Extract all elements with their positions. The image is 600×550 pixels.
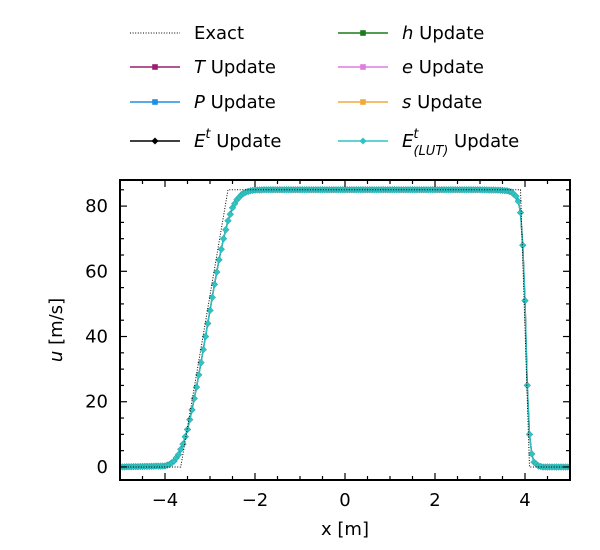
point-etlut-update xyxy=(528,450,536,458)
legend-label-text: P xyxy=(194,92,205,113)
point-etlut-update xyxy=(226,210,234,218)
point-etlut-update xyxy=(197,359,205,367)
point-etlut-update xyxy=(512,192,520,200)
y-tick-label: 80 xyxy=(85,196,108,217)
y-axis-label-variable: u xyxy=(46,351,67,362)
point-etlut-update xyxy=(213,268,221,276)
point-etlut-update xyxy=(181,433,189,441)
x-axis-label: x [m] xyxy=(321,519,369,540)
legend-item-exact: Exact xyxy=(130,23,244,44)
point-etlut-update xyxy=(222,226,230,234)
point-etlut-update xyxy=(521,297,529,305)
point-etlut-update xyxy=(199,346,207,354)
legend-label: Et (LUT) Update xyxy=(402,127,519,159)
y-axis-label-unit: [m/s] xyxy=(46,298,67,351)
legend-marker xyxy=(151,137,159,145)
point-etlut-update xyxy=(193,383,200,391)
point-etlut-update xyxy=(177,445,185,453)
legend-label: Exact xyxy=(194,23,244,44)
series-line-exact xyxy=(120,189,570,468)
legend-marker xyxy=(360,64,366,70)
legend-item-etlut-update: Et (LUT) Update xyxy=(338,127,519,159)
legend-label: s Update xyxy=(402,92,482,113)
point-etlut-update xyxy=(517,209,524,217)
legend-item-s-update: s Update xyxy=(338,92,482,113)
legend-label-text: s xyxy=(402,92,411,113)
series-line-et-update xyxy=(120,189,570,468)
y-axis-label: u [m/s] xyxy=(46,298,67,362)
series-line-etlut-update xyxy=(120,189,570,468)
point-etlut-update xyxy=(224,217,232,225)
point-etlut-update xyxy=(526,430,533,438)
legend-item-p-update: P Update xyxy=(130,92,276,113)
legend-label-text: e xyxy=(402,57,413,78)
point-etlut-update xyxy=(514,197,522,205)
legend-label-text: E xyxy=(194,131,206,152)
point-etlut-update xyxy=(186,416,194,424)
legend-label-text: Update xyxy=(205,57,276,78)
legend-label-text: E xyxy=(402,131,414,152)
legend-marker xyxy=(360,30,366,36)
point-etlut-update xyxy=(206,306,214,314)
legend-label-text: Update xyxy=(210,131,281,152)
x-tick-label: −2 xyxy=(242,490,269,511)
series-group xyxy=(120,186,570,471)
point-etlut-update xyxy=(190,394,198,402)
point-etlut-update xyxy=(220,235,227,243)
y-tick-label: 20 xyxy=(85,392,108,413)
legend-marker xyxy=(360,99,366,105)
legend-label-text: T xyxy=(194,57,207,78)
legend-marker xyxy=(152,99,158,105)
point-etlut-update xyxy=(217,245,225,253)
legend-marker xyxy=(152,64,158,70)
legend-label-text: Update xyxy=(411,92,482,113)
legend-item-et-update: Et Update xyxy=(130,127,281,152)
legend-label-text: Update xyxy=(448,131,519,152)
y-tick-label: 40 xyxy=(85,327,108,348)
y-tick-label: 60 xyxy=(85,261,108,282)
legend-label-text: h xyxy=(402,23,413,44)
legend-marker xyxy=(359,137,367,145)
y-tick-label: 0 xyxy=(97,457,108,478)
legend-item-t-update: T Update xyxy=(130,57,276,78)
legend-label-sup: t xyxy=(205,127,211,142)
x-tick-label: 0 xyxy=(339,490,350,511)
point-etlut-update xyxy=(211,280,218,288)
point-etlut-update xyxy=(208,293,216,301)
legend-label-text: Update xyxy=(205,92,276,113)
legend-label: h Update xyxy=(402,23,484,44)
legend-label-text: Exact xyxy=(194,23,244,44)
plot-frame xyxy=(119,179,571,481)
legend-item-e-update: e Update xyxy=(338,57,484,78)
point-etlut-update xyxy=(215,256,223,264)
x-tick-label: 2 xyxy=(429,490,440,511)
legend-label: Et Update xyxy=(194,127,281,152)
x-tick-label: −4 xyxy=(152,490,179,511)
legend-label-text: Update xyxy=(413,57,484,78)
legend-label-sup: t xyxy=(413,127,419,142)
legend-label: T Update xyxy=(194,57,276,78)
legend-label: P Update xyxy=(194,92,276,113)
point-etlut-update xyxy=(175,451,182,459)
legend-item-h-update: h Update xyxy=(338,23,484,44)
point-etlut-update xyxy=(179,440,187,448)
point-etlut-update xyxy=(188,406,196,414)
x-tick-label: 4 xyxy=(519,490,530,511)
point-etlut-update xyxy=(202,333,209,341)
legend-label-sub: (LUT) xyxy=(413,144,448,159)
legend-label: e Update xyxy=(402,57,484,78)
plot-data xyxy=(120,186,570,471)
legend-label-text: Update xyxy=(413,23,484,44)
